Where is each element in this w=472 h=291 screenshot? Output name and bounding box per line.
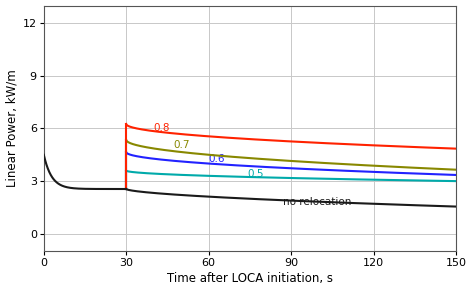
Text: 0.8: 0.8 — [154, 123, 170, 133]
Text: no relocation: no relocation — [283, 197, 351, 207]
X-axis label: Time after LOCA initiation, s: Time after LOCA initiation, s — [167, 272, 333, 285]
Text: 0.5: 0.5 — [247, 169, 264, 180]
Y-axis label: Linear Power, kW/m: Linear Power, kW/m — [6, 70, 18, 187]
Text: 0.6: 0.6 — [209, 154, 225, 164]
Text: 0.7: 0.7 — [173, 140, 189, 150]
